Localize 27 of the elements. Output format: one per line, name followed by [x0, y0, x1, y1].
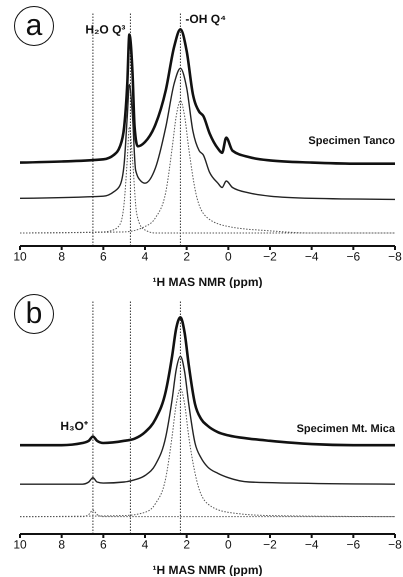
x-tick-label: −6	[346, 538, 360, 552]
x-tick-label: 8	[58, 250, 66, 264]
x-tick-label: 2	[183, 538, 190, 552]
x-tick-label: 0	[224, 538, 232, 552]
annotation: Specimen Tanco	[308, 135, 395, 147]
x-tick-label: 2	[183, 250, 190, 264]
x-tick-label: 8	[58, 538, 66, 552]
annotation: H₂O Q³	[85, 22, 126, 37]
x-tick-label: 10	[13, 250, 27, 264]
annotation: Specimen Mt. Mica	[296, 423, 395, 435]
x-tick-label: 4	[142, 538, 149, 552]
chart-title: a	[26, 9, 42, 42]
annotation: H₃O⁺	[60, 418, 88, 433]
x-tick-label: 6	[100, 250, 107, 264]
x-tick-label: −4	[304, 538, 319, 552]
chart-title: b	[26, 297, 42, 330]
x-tick-label: −2	[263, 250, 278, 264]
x-tick-label: −4	[304, 250, 319, 264]
x-tick-label: 0	[224, 250, 232, 264]
x-tick-label: −2	[263, 538, 278, 552]
x-tick-label: −6	[346, 250, 360, 264]
x-tick-label: 4	[142, 250, 149, 264]
x-tick-label: 6	[100, 538, 107, 552]
x-tick-label: −8	[388, 538, 402, 552]
x-tick-label: −8	[388, 250, 402, 264]
x-tick-label: 10	[13, 538, 27, 552]
annotation: -OH Q⁴	[185, 12, 226, 26]
